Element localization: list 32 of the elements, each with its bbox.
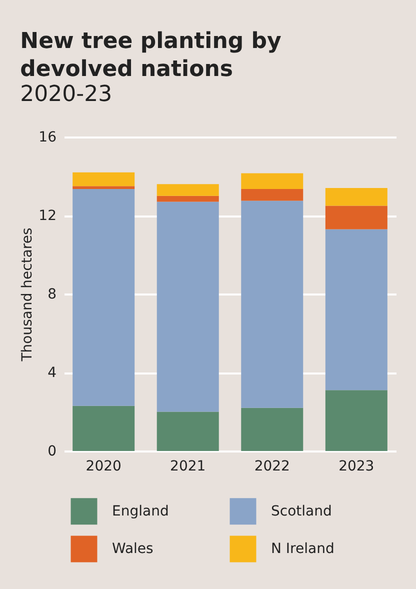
bar xyxy=(241,408,304,451)
bar xyxy=(72,186,135,190)
bar xyxy=(72,406,135,451)
bar xyxy=(241,173,304,190)
x-tick-label: 2023 xyxy=(338,458,374,474)
y-tick-label: 12 xyxy=(38,208,56,224)
y-tick-label: 16 xyxy=(38,130,57,146)
bar xyxy=(156,202,219,412)
legend-label: Wales xyxy=(112,541,154,557)
x-tick-label: 2021 xyxy=(170,458,206,474)
chart-subtitle: 2020-23 xyxy=(20,82,112,107)
bar xyxy=(325,390,388,451)
x-tick-label: 2020 xyxy=(86,458,122,474)
legend-label: Scotland xyxy=(271,503,332,520)
bar xyxy=(156,412,219,451)
bar xyxy=(156,196,219,202)
legend-label: England xyxy=(112,503,169,520)
legend-label: N Ireland xyxy=(271,541,334,557)
bar xyxy=(241,200,304,408)
bar xyxy=(72,189,135,406)
bar xyxy=(325,229,388,390)
bar xyxy=(241,189,304,201)
x-tick-label: 2022 xyxy=(254,458,290,474)
y-tick-label: 4 xyxy=(48,365,57,381)
chart-title: New tree planting by devolved nations xyxy=(20,29,282,82)
bar xyxy=(156,184,219,196)
y-axis-title: Thousand hectares xyxy=(20,228,36,362)
bar xyxy=(325,206,388,230)
bar xyxy=(325,188,388,206)
y-tick-label: 0 xyxy=(48,444,56,460)
y-tick-label: 8 xyxy=(48,286,56,302)
bar xyxy=(72,172,135,186)
